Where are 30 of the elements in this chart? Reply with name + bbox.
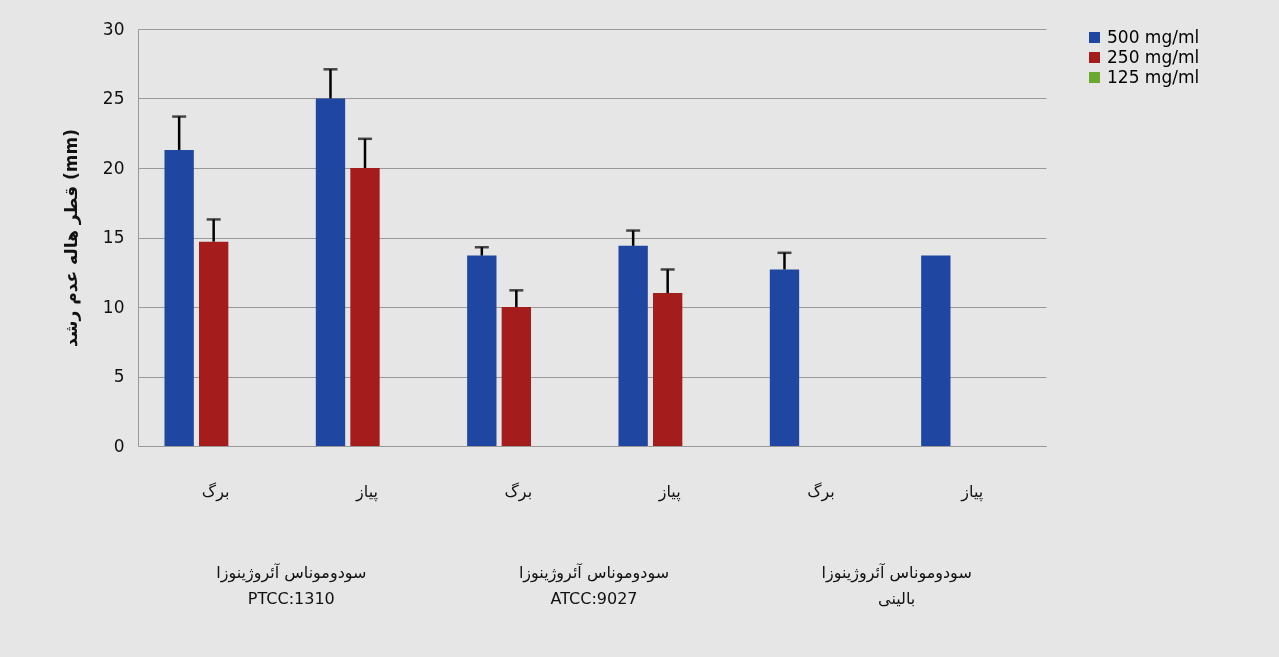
y-tick-label: 15 [102,227,125,247]
y-tick-label: 30 [102,18,125,39]
legend-label: 125 mg/ml [1107,66,1200,87]
bar [921,255,951,446]
y-axis-title: قطر هاله عدم رشد (mm) [60,129,82,347]
legend-label: 250 mg/ml [1107,46,1200,67]
bar [199,241,229,446]
bar [653,293,683,446]
bar [350,168,380,446]
text: سودوموناس آئروژینوزا بالینی [820,562,973,610]
y-tick-label: 20 [102,157,125,178]
x-tick-label: پیاز [658,482,681,501]
bar [769,269,800,446]
x-tick-label: پیاز [961,482,984,501]
legend-label: 500 mg/ml [1107,26,1200,47]
y-tick-label: 10 [102,296,125,317]
y-tick-label: 0 [113,435,125,456]
text: سودوموناس آئروژینوزا ATCC:9027 [517,562,671,610]
bar [618,245,648,446]
y-tick-label: 5 [113,366,125,386]
bar [164,149,194,446]
x-tick-label: برگ [504,482,533,501]
x-tick-label: پیاز [356,482,378,501]
y-tick-label: 25 [102,88,125,108]
bar [501,307,531,446]
bar [467,255,497,446]
x-tick-label: برگ [807,482,835,501]
x-tick-label: برگ [201,482,230,501]
bar [315,98,346,446]
text: سودوموناس آئروژینوزا PTCC:1310 [215,562,368,610]
